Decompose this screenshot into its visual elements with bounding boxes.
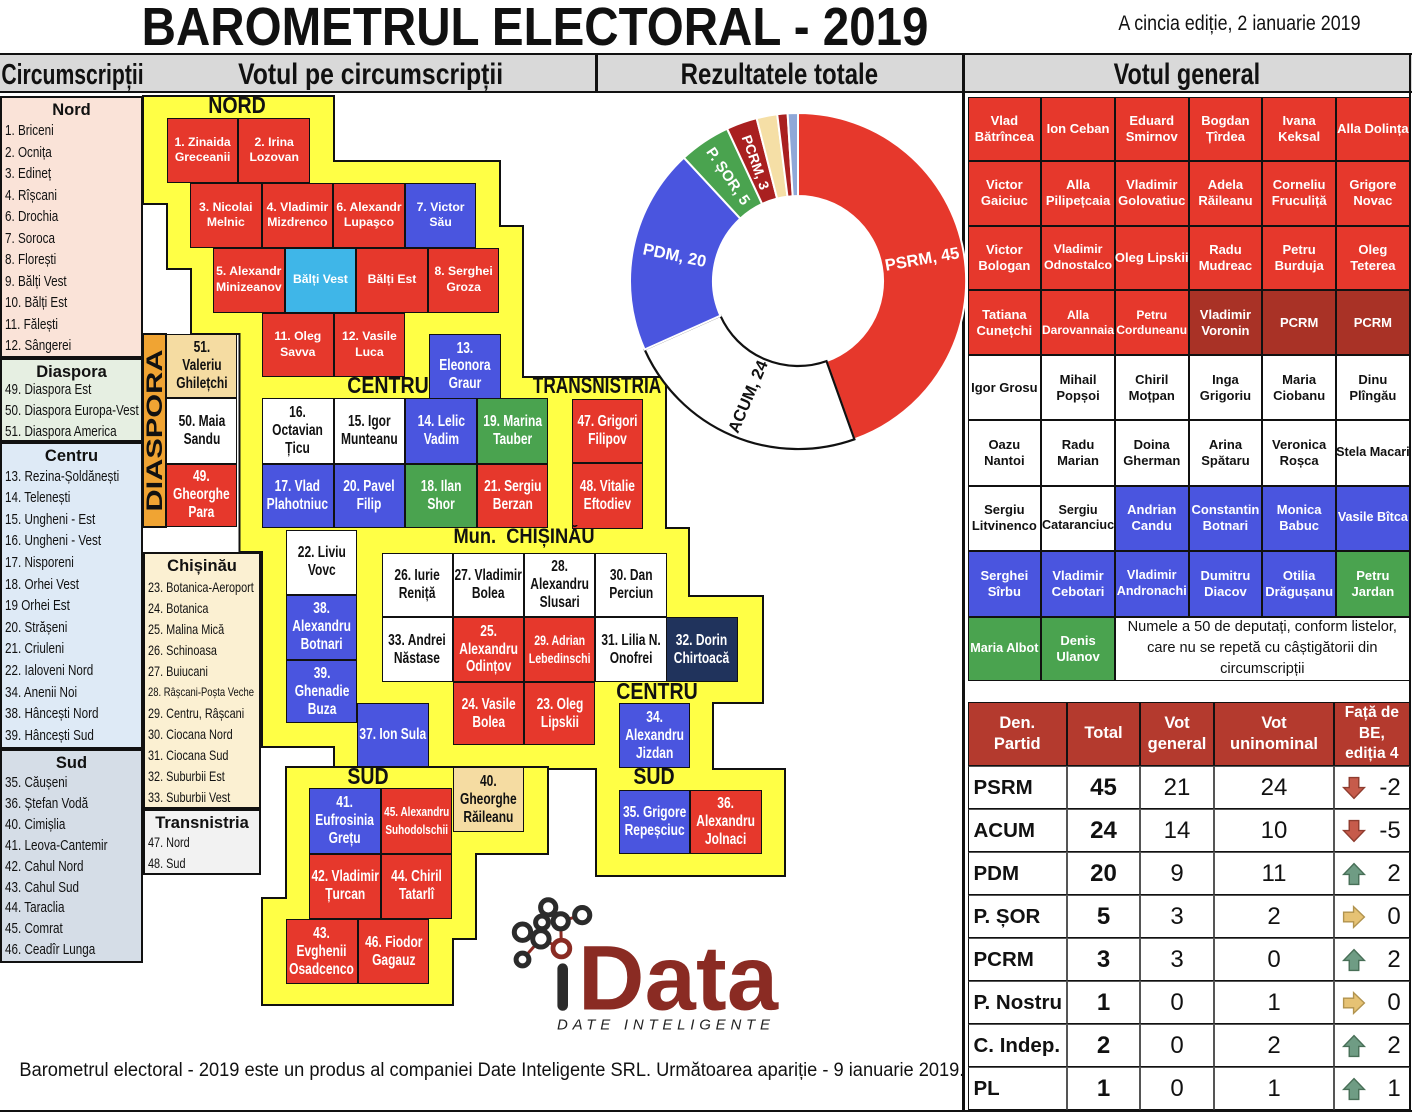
svg-text:DATE INTELIGENTE: DATE INTELIGENTE — [557, 1017, 775, 1034]
svg-text:Data: Data — [578, 928, 779, 1030]
svg-text:DIASPORA: DIASPORA — [142, 349, 167, 511]
